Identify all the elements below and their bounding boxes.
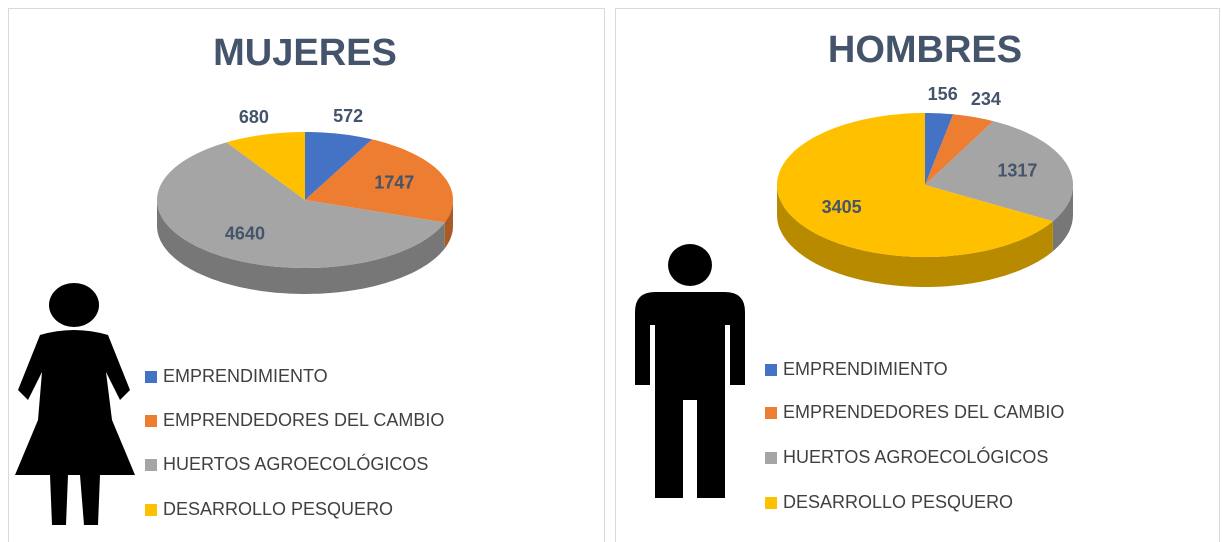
data-label: 1317 xyxy=(997,161,1037,181)
man-icon xyxy=(635,244,745,498)
chart-title: HOMBRES xyxy=(828,29,1022,71)
legend-swatch xyxy=(145,459,157,471)
legend-label: EMPRENDIMIENTO xyxy=(783,359,948,379)
pie-slice xyxy=(925,114,994,185)
legend-swatch xyxy=(765,452,777,464)
pie-slice xyxy=(925,121,1073,222)
legend-label: EMPRENDEDORES DEL CAMBIO xyxy=(783,402,1064,422)
pie-slice xyxy=(305,132,373,200)
data-label: 1747 xyxy=(374,172,414,192)
legend-swatch xyxy=(765,497,777,509)
pie-slice xyxy=(157,142,445,268)
pie-slice-side xyxy=(157,200,445,294)
legend-label: HUERTOS AGROECOLÓGICOS xyxy=(783,446,1048,467)
pie-slice xyxy=(226,132,305,200)
legend-swatch xyxy=(145,415,157,427)
pie-slice-side xyxy=(777,185,1053,287)
chart-title: MUJERES xyxy=(213,32,397,74)
data-label: 3405 xyxy=(822,197,862,217)
legend-label: HUERTOS AGROECOLÓGICOS xyxy=(163,453,428,474)
legend-swatch xyxy=(765,407,777,419)
legend-label: DESARROLLO PESQUERO xyxy=(783,492,1013,512)
data-label: 680 xyxy=(239,107,269,127)
legend-swatch xyxy=(145,371,157,383)
pie-slice-side xyxy=(1052,185,1073,252)
legend-label: DESARROLLO PESQUERO xyxy=(163,499,393,519)
legend-swatch xyxy=(765,364,777,376)
legend-label: EMPRENDIMIENTO xyxy=(163,366,328,386)
data-label: 572 xyxy=(333,106,363,126)
pie-slice-side xyxy=(444,200,453,249)
data-label: 156 xyxy=(928,84,958,104)
pie-slice xyxy=(777,113,1053,257)
data-label: 234 xyxy=(971,89,1001,109)
pie-slice xyxy=(305,139,453,223)
legend-label: EMPRENDEDORES DEL CAMBIO xyxy=(163,410,444,430)
legend-swatch xyxy=(145,504,157,516)
data-label: 4640 xyxy=(225,223,265,243)
woman-icon xyxy=(15,283,135,525)
pie-slice xyxy=(925,113,954,185)
